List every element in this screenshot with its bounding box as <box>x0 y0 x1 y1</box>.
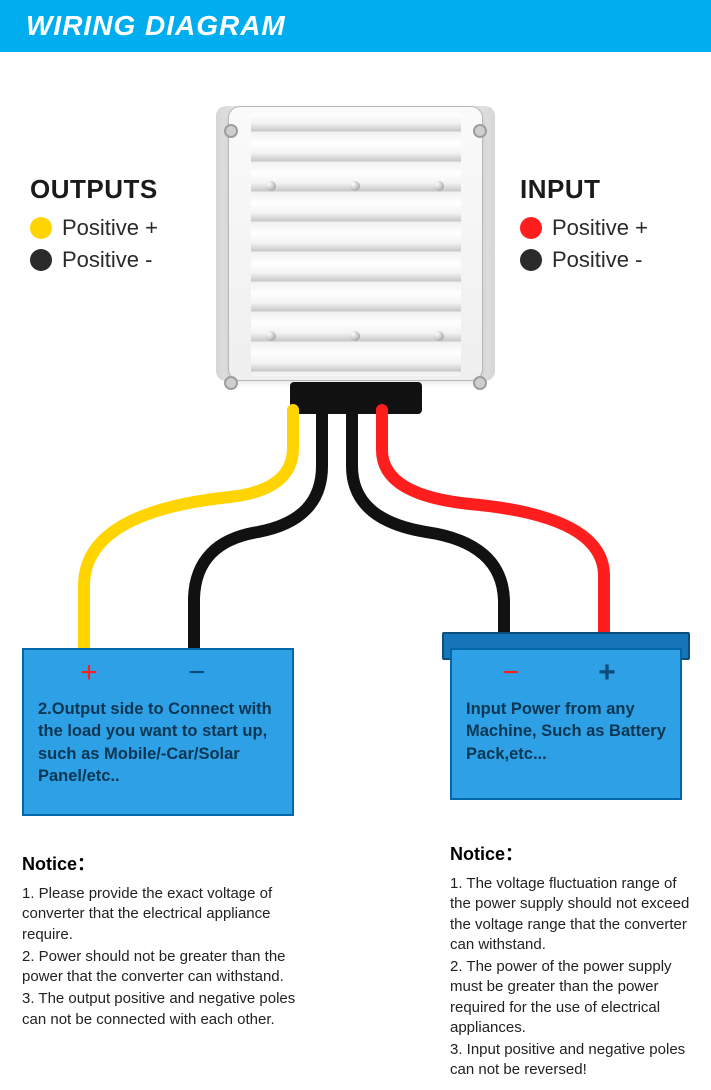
legend-label: Positive - <box>552 247 642 273</box>
minus-icon: − <box>502 660 520 690</box>
wire-black-left <box>194 410 322 654</box>
output-box-text: 2.Output side to Connect with the load y… <box>38 698 278 787</box>
header-title: WIRING DIAGRAM <box>26 10 286 42</box>
outputs-title: OUTPUTS <box>30 174 158 205</box>
converter-device <box>228 106 483 408</box>
rivet-icon <box>266 181 276 191</box>
mount-hole-icon <box>473 376 487 390</box>
notice-item: 2. Power should not be greater than the … <box>22 947 302 988</box>
wire-strap <box>290 382 422 414</box>
legend-label: Positive - <box>62 247 152 273</box>
rivet-icon <box>266 331 276 341</box>
rivet-icon <box>434 331 444 341</box>
notice-item: 1. The voltage fluctuation range of the … <box>450 874 690 955</box>
outputs-legend: OUTPUTS Positive + Positive - <box>30 174 158 279</box>
output-notice: Notice： 1. Please provide the exact volt… <box>22 850 302 1032</box>
wire-black-right <box>352 410 504 654</box>
rivet-icon <box>350 181 360 191</box>
notice-item: 3. The output positive and negative pole… <box>22 989 302 1030</box>
rivet-icon <box>350 331 360 341</box>
input-notice: Notice： 1. The voltage fluctuation range… <box>450 840 690 1083</box>
mount-hole-icon <box>224 376 238 390</box>
legend-row: Positive + <box>30 215 158 241</box>
notice-title: Notice： <box>450 840 690 866</box>
input-box-text: Input Power from any Machine, Such as Ba… <box>466 698 666 765</box>
output-box: + − 2.Output side to Connect with the lo… <box>22 648 294 816</box>
legend-label: Positive + <box>62 215 158 241</box>
legend-label: Positive + <box>552 215 648 241</box>
minus-icon: − <box>188 660 206 690</box>
dot-icon <box>30 217 52 239</box>
wire-yellow <box>84 410 293 654</box>
legend-row: Positive - <box>30 247 158 273</box>
notice-item: 1. Please provide the exact voltage of c… <box>22 884 302 945</box>
input-box: − + Input Power from any Machine, Such a… <box>450 648 682 800</box>
notice-item: 3. Input positive and negative poles can… <box>450 1040 690 1081</box>
plus-icon: + <box>598 660 616 690</box>
input-title: INPUT <box>520 174 648 205</box>
mount-hole-icon <box>473 124 487 138</box>
legend-row: Positive + <box>520 215 648 241</box>
mount-hole-icon <box>224 124 238 138</box>
legend-row: Positive - <box>520 247 648 273</box>
dot-icon <box>520 249 542 271</box>
dot-icon <box>30 249 52 271</box>
dot-icon <box>520 217 542 239</box>
header-bar: WIRING DIAGRAM <box>0 0 711 52</box>
input-legend: INPUT Positive + Positive - <box>520 174 648 279</box>
plus-icon: + <box>80 660 98 690</box>
notice-item: 2. The power of the power supply must be… <box>450 957 690 1038</box>
notice-title: Notice： <box>22 850 302 876</box>
wire-red <box>382 410 604 638</box>
rivet-icon <box>434 181 444 191</box>
